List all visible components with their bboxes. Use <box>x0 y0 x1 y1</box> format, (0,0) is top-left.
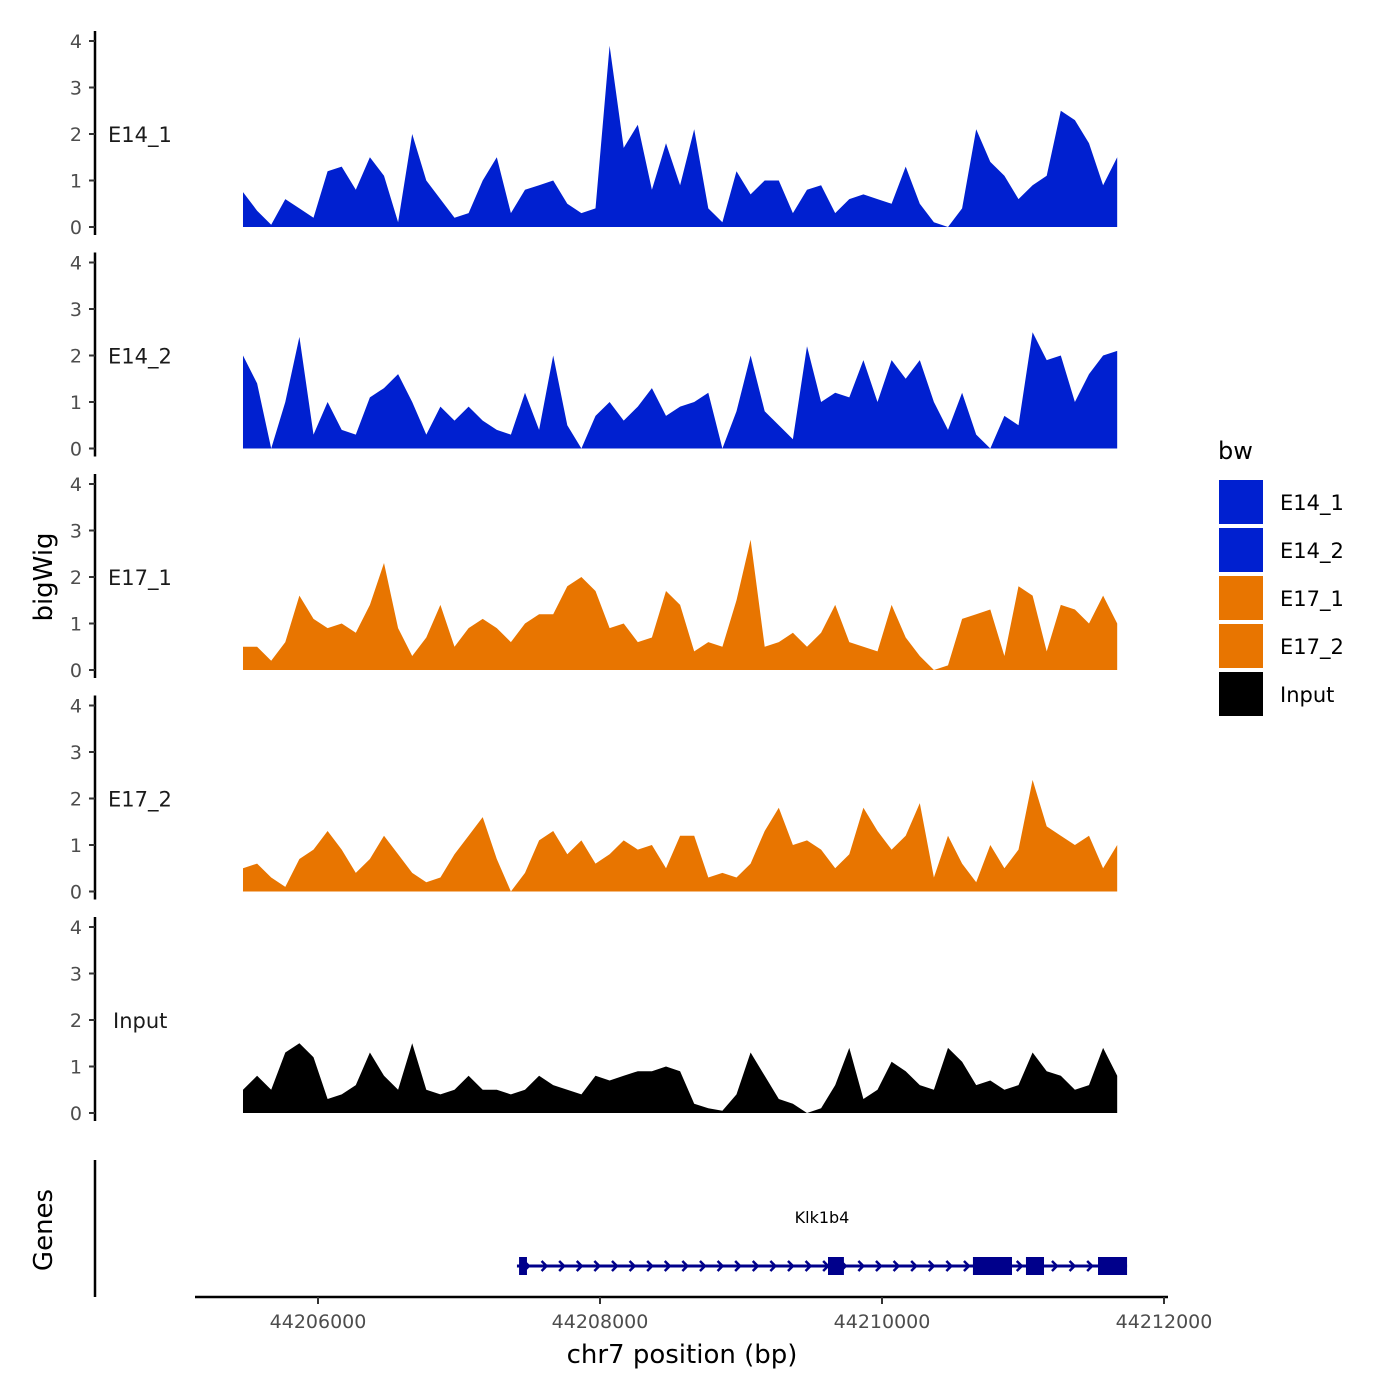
strand-arrow-icon <box>875 1260 883 1272</box>
legend-key-e14-1 <box>1219 480 1263 524</box>
x-tick-label: 44208000 <box>552 1311 649 1333</box>
y-tick-label: 0 <box>70 217 82 239</box>
signal-tracks: 0 1 2 3 4 E14_1 0 1 2 3 4 E14_2 0 1 2 3 4 E17_1 0 1 2 3 4 E17_2… <box>70 31 1118 1125</box>
track-label: Input <box>113 1009 167 1033</box>
y-tick-label: 1 <box>70 614 82 636</box>
x-tick-label: 44206000 <box>270 1311 367 1333</box>
legend-key-e17-1 <box>1219 576 1263 620</box>
strand-arrow-icon <box>963 1260 971 1272</box>
y-tick-label: 3 <box>70 742 82 764</box>
track-label: E14_2 <box>108 345 172 370</box>
track-e17-2: 0 1 2 3 4 E17_2 <box>70 695 1118 904</box>
strand-arrow-icon <box>734 1260 742 1272</box>
x-tick-label: 44210000 <box>834 1311 931 1333</box>
y-tick-label: 3 <box>70 78 82 100</box>
y-tick-label: 2 <box>70 124 82 146</box>
legend-key-e17-2 <box>1219 624 1263 668</box>
gene-exon <box>827 1257 844 1275</box>
y-tick-label: 0 <box>70 1103 82 1125</box>
gene-track: Genes Klk1b4 <box>29 1160 1128 1297</box>
gene-exon <box>519 1257 527 1275</box>
gene-exon <box>1098 1257 1128 1275</box>
x-tick-label: 44212000 <box>1116 1311 1213 1333</box>
y-tick-label: 2 <box>70 1010 82 1032</box>
strand-arrow-icon <box>1015 1260 1024 1272</box>
signal-area-e14-2 <box>242 332 1118 449</box>
signal-area-input <box>242 1043 1118 1113</box>
y-tick-label: 2 <box>70 346 82 368</box>
y-tick-label: 1 <box>70 835 82 857</box>
strand-arrow-icon <box>804 1260 813 1272</box>
y-tick-label: 1 <box>70 1057 82 1079</box>
y-tick-label: 4 <box>70 253 82 275</box>
strand-arrow-icon <box>1068 1260 1077 1272</box>
track-e14-1: 0 1 2 3 4 E14_1 <box>70 31 1118 239</box>
signal-area-e14-1 <box>242 45 1118 228</box>
strand-arrow-icon <box>927 1260 936 1272</box>
y-tick-label: 2 <box>70 789 82 811</box>
y-tick-label: 0 <box>70 660 82 682</box>
legend-label: E17_2 <box>1280 635 1344 660</box>
strand-arrow-icon <box>699 1260 707 1272</box>
y-tick-label: 4 <box>70 474 82 496</box>
signal-area-e17-1 <box>242 539 1118 670</box>
y-tick-label: 2 <box>70 567 82 589</box>
y-tick-label: 3 <box>70 299 82 321</box>
legend-key-input <box>1219 672 1263 716</box>
strand-arrow-icon <box>663 1260 672 1272</box>
strand-arrow-icon <box>857 1260 866 1272</box>
strand-arrow-icon <box>540 1260 549 1272</box>
y-tick-label: 3 <box>70 521 82 543</box>
strand-arrow-icon <box>646 1260 654 1272</box>
legend-label: E14_2 <box>1280 539 1344 564</box>
legend-label: E17_1 <box>1280 587 1344 612</box>
strand-arrow-icon <box>716 1260 725 1272</box>
y-tick-label: 4 <box>70 696 82 718</box>
signal-area-e17-2 <box>242 779 1118 892</box>
y-tick-label: 0 <box>70 882 82 904</box>
legend-title: bw <box>1218 437 1253 465</box>
gene-track-label: Genes <box>29 1189 59 1271</box>
gene-name-label: Klk1b4 <box>795 1208 850 1227</box>
y-tick-label: 0 <box>70 439 82 461</box>
track-label: E17_1 <box>108 566 172 591</box>
strand-arrow-icon <box>751 1260 760 1272</box>
strand-arrow-icon <box>769 1260 778 1272</box>
gene-exon <box>972 1257 1013 1275</box>
y-tick-label: 4 <box>70 31 82 53</box>
strand-arrow-icon <box>593 1260 602 1272</box>
strand-arrow-icon <box>1086 1260 1094 1272</box>
legend: bw E14_1 E14_2 E17_1 E17_2 Input <box>1218 437 1344 716</box>
strand-arrow-icon <box>892 1260 901 1272</box>
y-tick-label: 4 <box>70 917 82 939</box>
y-tick-label: 1 <box>70 392 82 414</box>
x-axis: chr7 position (bp) 44206000 44208000 44210… <box>195 1295 1213 1370</box>
strand-arrow-icon <box>575 1260 584 1272</box>
y-axis-title: bigWig <box>29 532 59 621</box>
x-axis-title: chr7 position (bp) <box>567 1340 798 1370</box>
track-input: 0 1 2 3 4 Input <box>70 917 1118 1125</box>
strand-arrow-icon <box>628 1260 637 1272</box>
legend-label: Input <box>1280 683 1334 707</box>
strand-arrow-icon <box>1051 1260 1059 1272</box>
strand-arrow-icon <box>611 1260 619 1272</box>
strand-arrow-icon <box>787 1260 795 1272</box>
strand-arrow-icon <box>945 1260 954 1272</box>
legend-key-e14-2 <box>1219 528 1263 572</box>
track-label: E17_2 <box>108 788 172 813</box>
gene-exon <box>1025 1257 1045 1275</box>
strand-arrow-icon <box>681 1260 690 1272</box>
y-tick-label: 1 <box>70 171 82 193</box>
track-e17-1: 0 1 2 3 4 E17_1 <box>70 474 1118 682</box>
y-tick-label: 3 <box>70 964 82 986</box>
track-label: E14_1 <box>108 123 172 148</box>
strand-arrow-icon <box>910 1260 918 1272</box>
strand-arrow-icon <box>558 1260 566 1272</box>
legend-label: E14_1 <box>1280 491 1344 516</box>
track-e14-2: 0 1 2 3 4 E14_2 <box>70 252 1118 461</box>
